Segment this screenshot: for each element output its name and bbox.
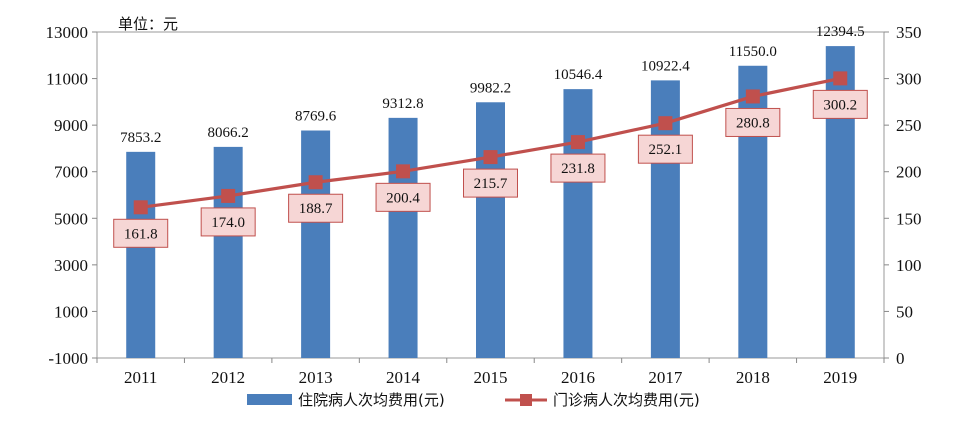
- y-right-tick-label: 0: [896, 349, 905, 368]
- y-right-tick-label: 150: [896, 209, 922, 228]
- line-value-box: [375, 182, 431, 212]
- bar: [213, 146, 243, 358]
- line-point: [658, 116, 673, 131]
- unit-label: 单位：元: [118, 15, 178, 33]
- y-right-tick-label: 350: [896, 23, 922, 42]
- y-left-tick-label: 13000: [46, 23, 89, 42]
- x-tick-label: 2013: [299, 368, 333, 387]
- x-tick-label: 2016: [561, 368, 595, 387]
- data-labels: 7853.2 8066.2 8769.6 9312.8 9982.2 10546.4 109…: [113, 24, 868, 248]
- legend-bar-swatch: [247, 394, 292, 405]
- x-tick-label: 2015: [474, 368, 508, 387]
- line-point: [745, 89, 760, 104]
- line-point: [833, 71, 848, 86]
- line-value-box: [637, 134, 693, 164]
- line-value-label: 200.4: [386, 190, 420, 206]
- axes: -1000 1000 3000 5000 7000 9000 11000 13000 0 50 10…: [46, 23, 922, 387]
- legend-line-label: 门诊病人次均费用(元): [553, 391, 700, 409]
- line-point: [483, 150, 498, 165]
- x-tick-label: 2011: [124, 368, 157, 387]
- line-value-label: 174.0: [211, 215, 245, 231]
- bar-value-label: 10546.4: [554, 67, 603, 83]
- bar: [476, 102, 505, 358]
- y-left-tick-label: 7000: [54, 163, 88, 182]
- bar-value-label: 11550.0: [729, 44, 777, 60]
- y-left-tick-label: 5000: [54, 209, 88, 228]
- line-point: [133, 200, 148, 215]
- legend-bar-label: 住院病人次均费用(元): [298, 391, 445, 409]
- bar: [301, 130, 331, 358]
- line-value-label: 215.7: [474, 176, 508, 192]
- bar-value-label: 10922.4: [641, 58, 690, 74]
- line-point: [396, 164, 411, 179]
- bar-value-label: 12394.5: [816, 24, 865, 40]
- x-tick-label: 2017: [648, 368, 683, 387]
- line-value-label: 280.8: [736, 115, 770, 131]
- line-value-box: [550, 153, 606, 183]
- line-value-label: 300.2: [823, 97, 857, 113]
- line-value-box: [113, 218, 169, 248]
- x-tick-label: 2014: [386, 368, 421, 387]
- line-point: [221, 188, 236, 203]
- bar-value-label: 9982.2: [470, 80, 511, 96]
- bar: [563, 89, 593, 359]
- bar: [388, 117, 418, 358]
- bar-value-label: 8769.6: [295, 109, 337, 125]
- y-right-tick-label: 200: [896, 163, 922, 182]
- x-tick-label: 2019: [823, 368, 857, 387]
- line-value-box: [288, 193, 344, 223]
- bar-value-label: 8066.2: [208, 125, 249, 141]
- x-tick-label: 2018: [736, 368, 770, 387]
- legend: 住院病人次均费用(元) 门诊病人次均费用(元): [247, 391, 700, 409]
- line-point: [570, 135, 585, 150]
- line-value-box: [463, 168, 518, 198]
- y-left-tick-label: 1000: [54, 302, 88, 321]
- y-right-tick-label: 250: [896, 116, 922, 135]
- line-value-label: 252.1: [649, 142, 683, 158]
- y-left-tick-label: 11000: [46, 70, 88, 89]
- bar: [126, 151, 156, 358]
- line-value-label: 188.7: [299, 201, 333, 217]
- line-value-label: 231.8: [561, 161, 595, 177]
- bar-value-label: 9312.8: [382, 96, 423, 112]
- legend-line-marker: [520, 394, 532, 406]
- y-left-tick-label: 3000: [54, 256, 88, 275]
- line-value-box: [812, 89, 868, 119]
- line-value-box: [200, 207, 256, 237]
- y-right-tick-label: 50: [896, 302, 913, 321]
- y-left-tick-label: -1000: [48, 349, 88, 368]
- line-value-label: 161.8: [124, 226, 158, 242]
- line-series: [133, 71, 848, 215]
- line-point: [308, 175, 323, 190]
- bar-value-label: 7853.2: [120, 130, 161, 146]
- y-right-tick-label: 300: [896, 70, 922, 89]
- x-tick-label: 2012: [211, 368, 245, 387]
- line-value-box: [725, 107, 781, 137]
- y-left-tick-label: 9000: [54, 116, 88, 135]
- y-right-tick-label: 100: [896, 256, 922, 275]
